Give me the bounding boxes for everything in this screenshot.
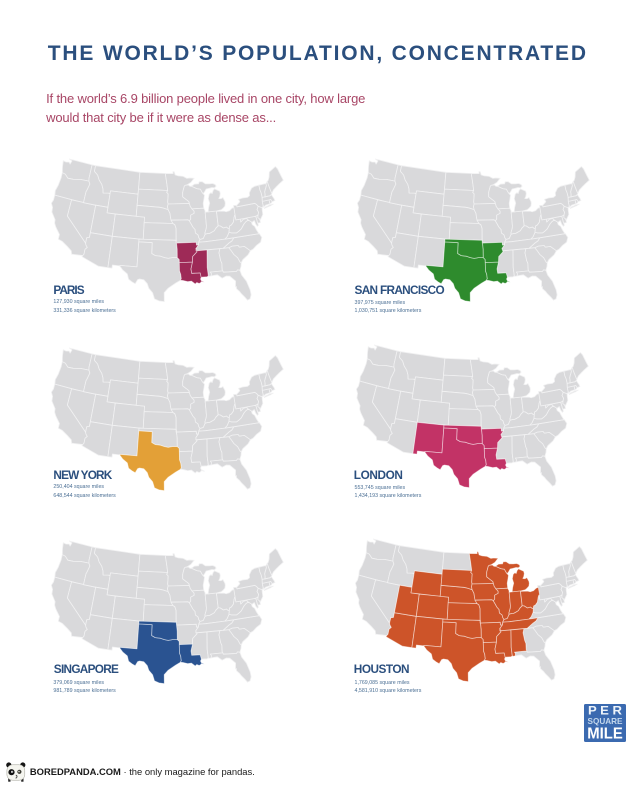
svg-text:SQUARE: SQUARE: [588, 717, 624, 726]
svg-text:MILE: MILE: [587, 726, 623, 742]
svg-text:P E R: P E R: [588, 704, 622, 718]
